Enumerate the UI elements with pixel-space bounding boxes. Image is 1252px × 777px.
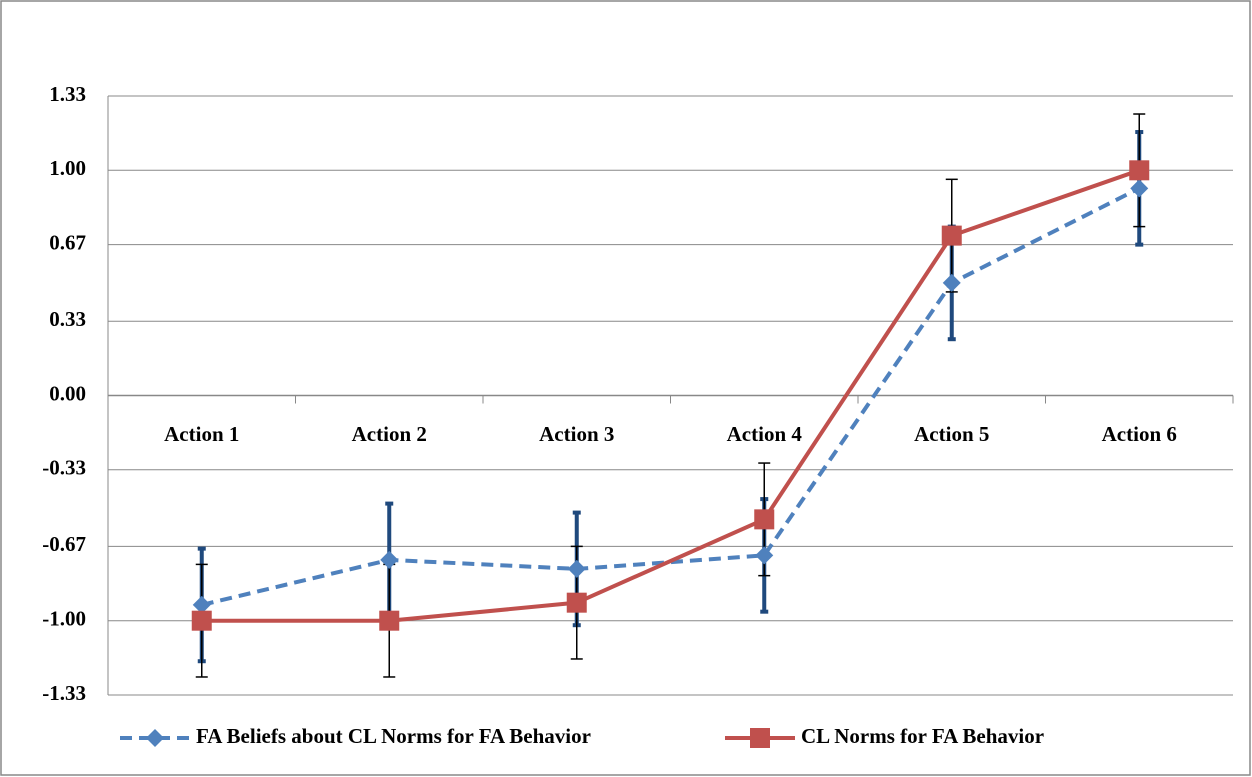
diamond-marker [567, 559, 586, 578]
x-tick-label: Action 6 [1102, 422, 1177, 446]
legend-label: FA Beliefs about CL Norms for FA Behavio… [196, 724, 591, 748]
diamond-marker [1130, 179, 1149, 198]
diamond-marker [755, 546, 774, 565]
y-tick-label: -1.33 [42, 681, 86, 705]
y-tick-label: 0.00 [49, 381, 86, 405]
x-tick-label: Action 4 [727, 422, 803, 446]
square-marker [1129, 160, 1150, 181]
square-marker [754, 509, 775, 530]
series-line [201, 168, 1140, 623]
square-marker [191, 610, 212, 631]
x-tick-label: Action 1 [164, 422, 239, 446]
square-marker [566, 592, 587, 613]
x-tick-label: Action 2 [352, 422, 427, 446]
series-line [201, 186, 1141, 607]
diamond-marker [192, 595, 211, 614]
y-tick-label: 1.33 [49, 82, 86, 106]
legend-marker [146, 729, 164, 747]
legend-marker [750, 728, 770, 748]
y-tick-label: 0.33 [49, 307, 86, 331]
diamond-marker [380, 550, 399, 569]
y-tick-label: -0.67 [42, 532, 86, 556]
square-marker [941, 225, 962, 246]
x-tick-label: Action 5 [914, 422, 989, 446]
y-tick-label: -0.33 [42, 456, 86, 480]
legend-label: CL Norms for FA Behavior [801, 724, 1044, 748]
y-tick-label: 0.67 [49, 230, 86, 254]
square-marker [379, 610, 400, 631]
y-tick-label: -1.00 [42, 607, 86, 631]
x-tick-label: Action 3 [539, 422, 614, 446]
diamond-marker [942, 273, 961, 292]
y-tick-label: 1.00 [49, 156, 86, 180]
